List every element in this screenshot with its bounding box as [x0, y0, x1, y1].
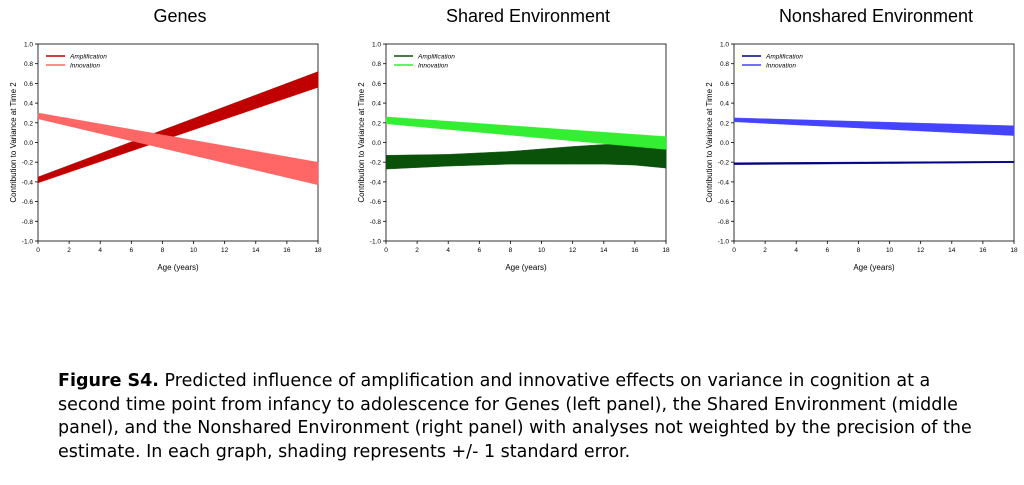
y-tick-label: 0.0: [24, 140, 33, 147]
x-tick-label: 16: [979, 247, 987, 254]
y-tick-label: 0.2: [372, 120, 381, 127]
series-band-innovation: [733, 117, 1015, 136]
x-tick-label: 4: [794, 247, 798, 254]
y-tick-label: 0.4: [720, 101, 729, 108]
y-tick-label: 1.0: [720, 42, 729, 49]
y-tick-label: 0.6: [720, 81, 729, 88]
x-axis-label: Age (years): [157, 263, 199, 272]
y-tick-label: -0.4: [22, 179, 34, 186]
x-tick-label: 14: [252, 247, 260, 254]
legend-label: Innovation: [70, 63, 100, 70]
y-tick-label: 0.8: [24, 61, 33, 68]
y-tick-label: 0.4: [24, 101, 33, 108]
caption-text: Predicted influence of amplification and…: [58, 371, 972, 462]
x-tick-label: 4: [446, 247, 450, 254]
y-tick-label: -1.0: [22, 239, 34, 246]
x-tick-label: 14: [600, 247, 608, 254]
x-tick-label: 6: [130, 247, 134, 254]
figure-caption: Figure S4. Predicted influence of amplif…: [58, 370, 978, 464]
x-tick-label: 16: [283, 247, 291, 254]
chart-genes: -1.0 -0.8 -0.6 -0.4 -0.2 0.0 0.2 0.4 0.6 0.8 1.0 0 2…: [10, 42, 322, 273]
x-tick-label: 16: [631, 247, 639, 254]
x-tick-label: 8: [161, 247, 165, 254]
chart-title: Nonshared Environment: [778, 6, 974, 26]
y-tick-label: 0.6: [24, 81, 33, 88]
y-tick-label: 0.0: [720, 140, 729, 147]
x-tick-label: 4: [98, 247, 102, 254]
y-tick-label: -0.8: [370, 219, 382, 226]
plot-frame: [733, 43, 1015, 242]
x-axis-label: Age (years): [505, 263, 547, 272]
chart-nonshared-environment: -1.0 -0.8 -0.6 -0.4 -0.2 0.0 0.2 0.4 0.6 0.8 1.0 0 2…: [706, 42, 1018, 273]
y-tick-label: -1.0: [718, 239, 730, 246]
x-tick-label: 10: [190, 247, 198, 254]
series-band-amplification: [37, 71, 319, 184]
x-tick-label: 18: [662, 247, 670, 254]
legend-label: Amplification: [417, 54, 455, 61]
y-tick-label: -0.6: [718, 199, 730, 206]
y-tick-label: -0.8: [718, 219, 730, 226]
y-tick-label: -0.6: [370, 199, 382, 206]
x-tick-label: 8: [857, 247, 861, 254]
y-tick-label: -0.4: [718, 179, 730, 186]
x-tick-label: 6: [826, 247, 830, 254]
x-tick-label: 12: [569, 247, 577, 254]
y-tick-label: -0.8: [22, 219, 34, 226]
chart-title: Shared Environment: [445, 6, 611, 26]
y-axis-label: Contribution to Variance at Time 2: [10, 82, 18, 203]
x-tick-label: 10: [538, 247, 546, 254]
x-tick-label: 2: [415, 247, 419, 254]
x-axis-label: Age (years): [853, 263, 895, 272]
chart-title: Genes: [153, 6, 207, 26]
legend-label: Amplification: [69, 54, 107, 61]
series-band-innovation: [385, 116, 667, 150]
panel-shared-environment: Shared Environment -1.0 -0.8 -0.6 -0.4 -0.2 0…: [358, 0, 698, 300]
y-tick-label: 0.8: [720, 61, 729, 68]
x-tick-label: 0: [36, 247, 40, 254]
x-tick-label: 2: [67, 247, 71, 254]
y-tick-label: -1.0: [370, 239, 382, 246]
y-tick-label: -0.2: [718, 160, 730, 167]
caption-label: Figure S4.: [58, 371, 159, 391]
x-tick-label: 18: [314, 247, 322, 254]
y-tick-label: -0.2: [22, 160, 34, 167]
y-tick-label: 0.6: [372, 81, 381, 88]
chart-shared-environment: -1.0 -0.8 -0.6 -0.4 -0.2 0.0 0.2 0.4 0.6 0.8 1.0 0 2…: [358, 42, 670, 273]
y-tick-label: -0.6: [22, 199, 34, 206]
series-band-amplification: [733, 161, 1015, 165]
x-tick-label: 14: [948, 247, 956, 254]
y-axis-label: Contribution to Variance at Time 2: [706, 82, 714, 203]
x-tick-label: 6: [478, 247, 482, 254]
y-tick-label: 0.4: [372, 101, 381, 108]
y-tick-label: 0.2: [24, 120, 33, 127]
y-axis-label: Contribution to Variance at Time 2: [358, 82, 366, 203]
x-tick-label: 8: [509, 247, 513, 254]
x-tick-label: 18: [1010, 247, 1018, 254]
y-tick-label: 0.0: [372, 140, 381, 147]
y-tick-label: 1.0: [372, 42, 381, 49]
series-band-innovation: [37, 112, 319, 186]
x-tick-label: 12: [221, 247, 229, 254]
panel-genes: Genes -1.0 -0.8 -0.6 -0.4 -0.2 0.0 0.2 0.4 0.6 0.…: [10, 0, 350, 300]
x-tick-label: 10: [886, 247, 894, 254]
legend-label: Innovation: [766, 63, 796, 70]
y-tick-label: 1.0: [24, 42, 33, 49]
x-tick-label: 2: [763, 247, 767, 254]
legend-label: Innovation: [418, 63, 448, 70]
y-tick-label: 0.2: [720, 120, 729, 127]
y-tick-label: -0.2: [370, 160, 382, 167]
x-tick-label: 0: [732, 247, 736, 254]
series-band-amplification: [385, 143, 667, 170]
x-tick-label: 0: [384, 247, 388, 254]
y-tick-label: -0.4: [370, 179, 382, 186]
panel-nonshared-environment: Nonshared Environment -1.0 -0.8 -0.6 -0.4 -0…: [706, 0, 1024, 300]
x-tick-label: 12: [917, 247, 925, 254]
y-tick-label: 0.8: [372, 61, 381, 68]
legend-label: Amplification: [765, 54, 803, 61]
